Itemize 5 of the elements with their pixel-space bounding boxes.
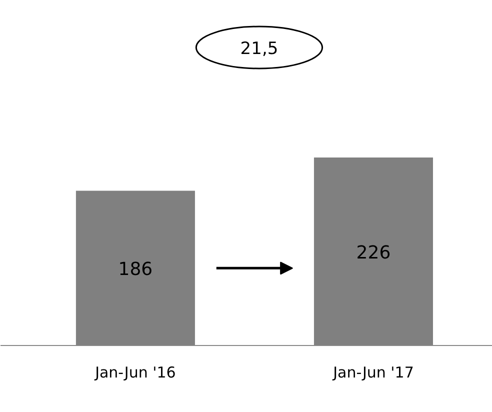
text: 21,5: [240, 39, 278, 59]
data-label: 226: [356, 242, 391, 264]
x-tick-label: Jan-Jun '17: [332, 364, 414, 382]
x-tick-label: Jan-Jun '16: [94, 364, 176, 382]
data-label: 186: [118, 259, 153, 280]
